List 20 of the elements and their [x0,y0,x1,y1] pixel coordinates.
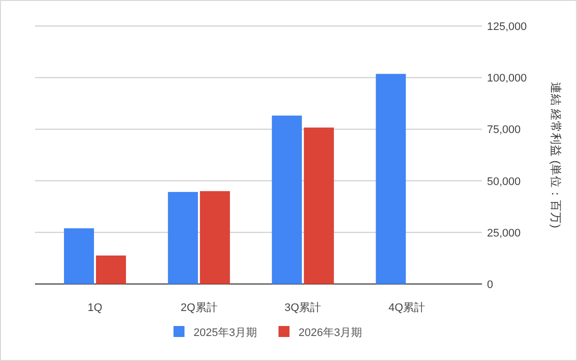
bar [272,116,302,284]
y-tick-label: 125,000 [487,21,527,33]
legend-label: 2025年3月期 [194,327,258,339]
y-tick-label: 75,000 [487,124,521,136]
bar [64,228,94,284]
y-tick-label: 25,000 [487,227,521,240]
y-tick-label: 100,000 [487,72,527,85]
x-tick-label: 3Q累計 [284,301,322,314]
y-axis-title: 連結 経常利益 (単位：百万) [549,82,562,228]
x-tick-label: 4Q累計 [388,301,426,314]
x-tick-label: 1Q [88,302,103,314]
bar [168,192,198,284]
bar [96,256,126,284]
bar [200,191,230,284]
y-tick-label: 50,000 [487,176,521,188]
y-tick-label: 0 [487,279,494,291]
bar [304,128,334,284]
legend-label: 2026年3月期 [298,327,362,339]
x-tick-label: 2Q累計 [180,301,218,314]
bar [376,74,406,284]
